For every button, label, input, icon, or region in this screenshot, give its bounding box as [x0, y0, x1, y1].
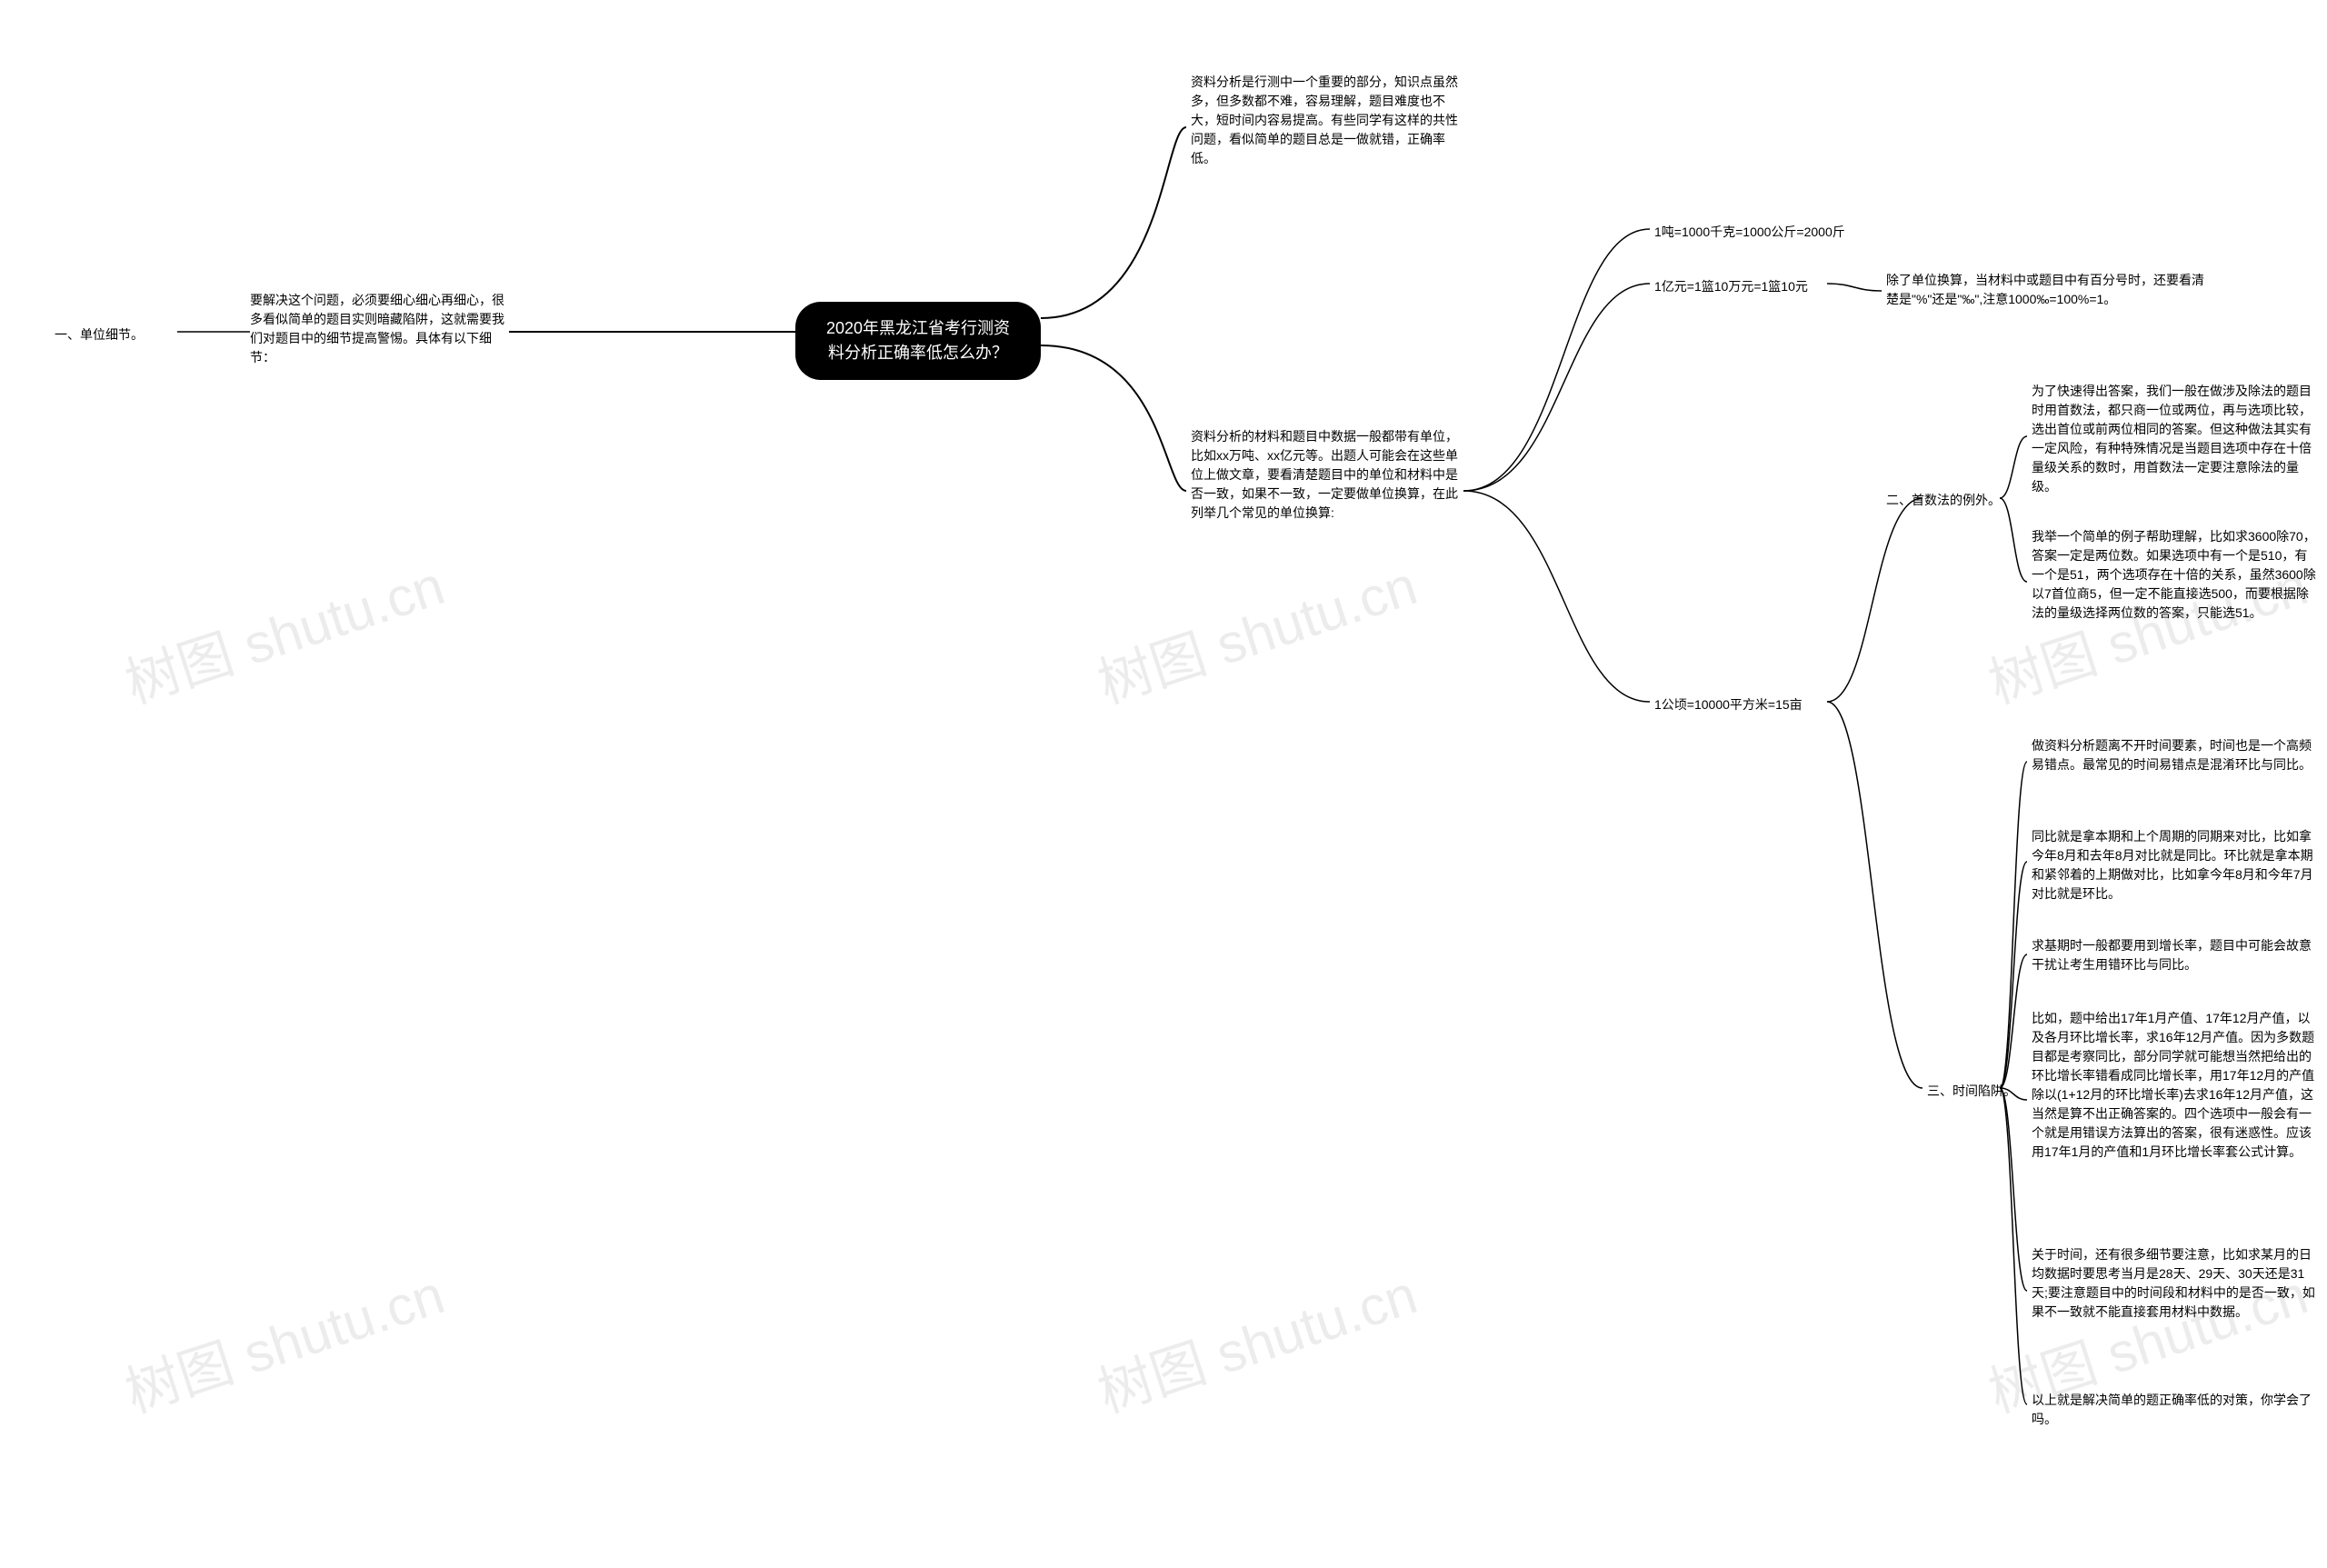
branch-top[interactable]: 资料分析是行测中一个重要的部分，知识点虽然多，但多数都不难，容易理解，题目难度也… [1191, 73, 1459, 168]
section3-para-0[interactable]: 做资料分析题离不开时间要素，时间也是一个高频易错点。最常见的时间易错点是混淆环比… [2032, 736, 2318, 774]
section2-label[interactable]: 二、首数法的例外。 [1886, 491, 2022, 510]
section3-para-1[interactable]: 同比就是拿本期和上个周期的同期来对比，比如拿今年8月和去年8月对比就是同比。环比… [2032, 827, 2318, 904]
root-line2: 料分析正确率低怎么办？ [828, 344, 1008, 362]
section2-para1[interactable]: 为了快速得出答案，我们一般在做涉及除法的题目时用首数法，都只商一位或两位，再与选… [2032, 382, 2318, 496]
watermark-3: 树图 shutu.cn [114, 1251, 453, 1428]
branch-left-mid[interactable]: 要解决这个问题，必须要细心细心再细心，很多看似简单的题目实则暗藏陷阱，这就需要我… [250, 291, 504, 367]
root-line1: 2020年黑龙江省考行测资 [826, 319, 1010, 337]
section3-para-4[interactable]: 关于时间，还有很多细节要注意，比如求某月的日均数据时要思考当月是28天、29天、… [2032, 1245, 2318, 1322]
section3-para-2[interactable]: 求基期时一般都要用到增长率，题目中可能会故意干扰让考生用错环比与同比。 [2032, 936, 2318, 974]
branch-left-tip[interactable]: 一、单位细节。 [55, 325, 173, 345]
root-node[interactable]: 2020年黑龙江省考行测资 料分析正确率低怎么办？ [795, 302, 1041, 380]
section3-para-5[interactable]: 以上就是解决简单的题正确率低的对策，你学会了吗。 [2032, 1391, 2318, 1429]
percent-note[interactable]: 除了单位换算，当材料中或题目中有百分号时，还要看清楚是"%"还是"‰",注意10… [1886, 271, 2213, 309]
section2-para2[interactable]: 我举一个简单的例子帮助理解，比如求3600除70，答案一定是两位数。如果选项中有… [2032, 527, 2318, 623]
unit-conv-2[interactable]: 1公顷=10000平方米=15亩 [1654, 695, 1803, 714]
unit-conv-0[interactable]: 1吨=1000千克=1000公斤=2000斤 [1654, 223, 1845, 242]
unit-conv-1[interactable]: 1亿元=1篮10万元=1篮10元 [1654, 277, 1808, 296]
section3-para-3[interactable]: 比如，题中给出17年1月产值、17年12月产值，以及各月环比增长率，求16年12… [2032, 1009, 2318, 1162]
watermark-4: 树图 shutu.cn [1086, 1251, 1425, 1428]
watermark-0: 树图 shutu.cn [114, 542, 453, 719]
branch-bottom[interactable]: 资料分析的材料和题目中数据一般都带有单位，比如xx万吨、xx亿元等。出题人可能会… [1191, 427, 1459, 523]
connector-layer [0, 0, 2327, 1568]
watermark-1: 树图 shutu.cn [1086, 542, 1425, 719]
section3-label[interactable]: 三、时间陷阱。 [1927, 1082, 2036, 1101]
